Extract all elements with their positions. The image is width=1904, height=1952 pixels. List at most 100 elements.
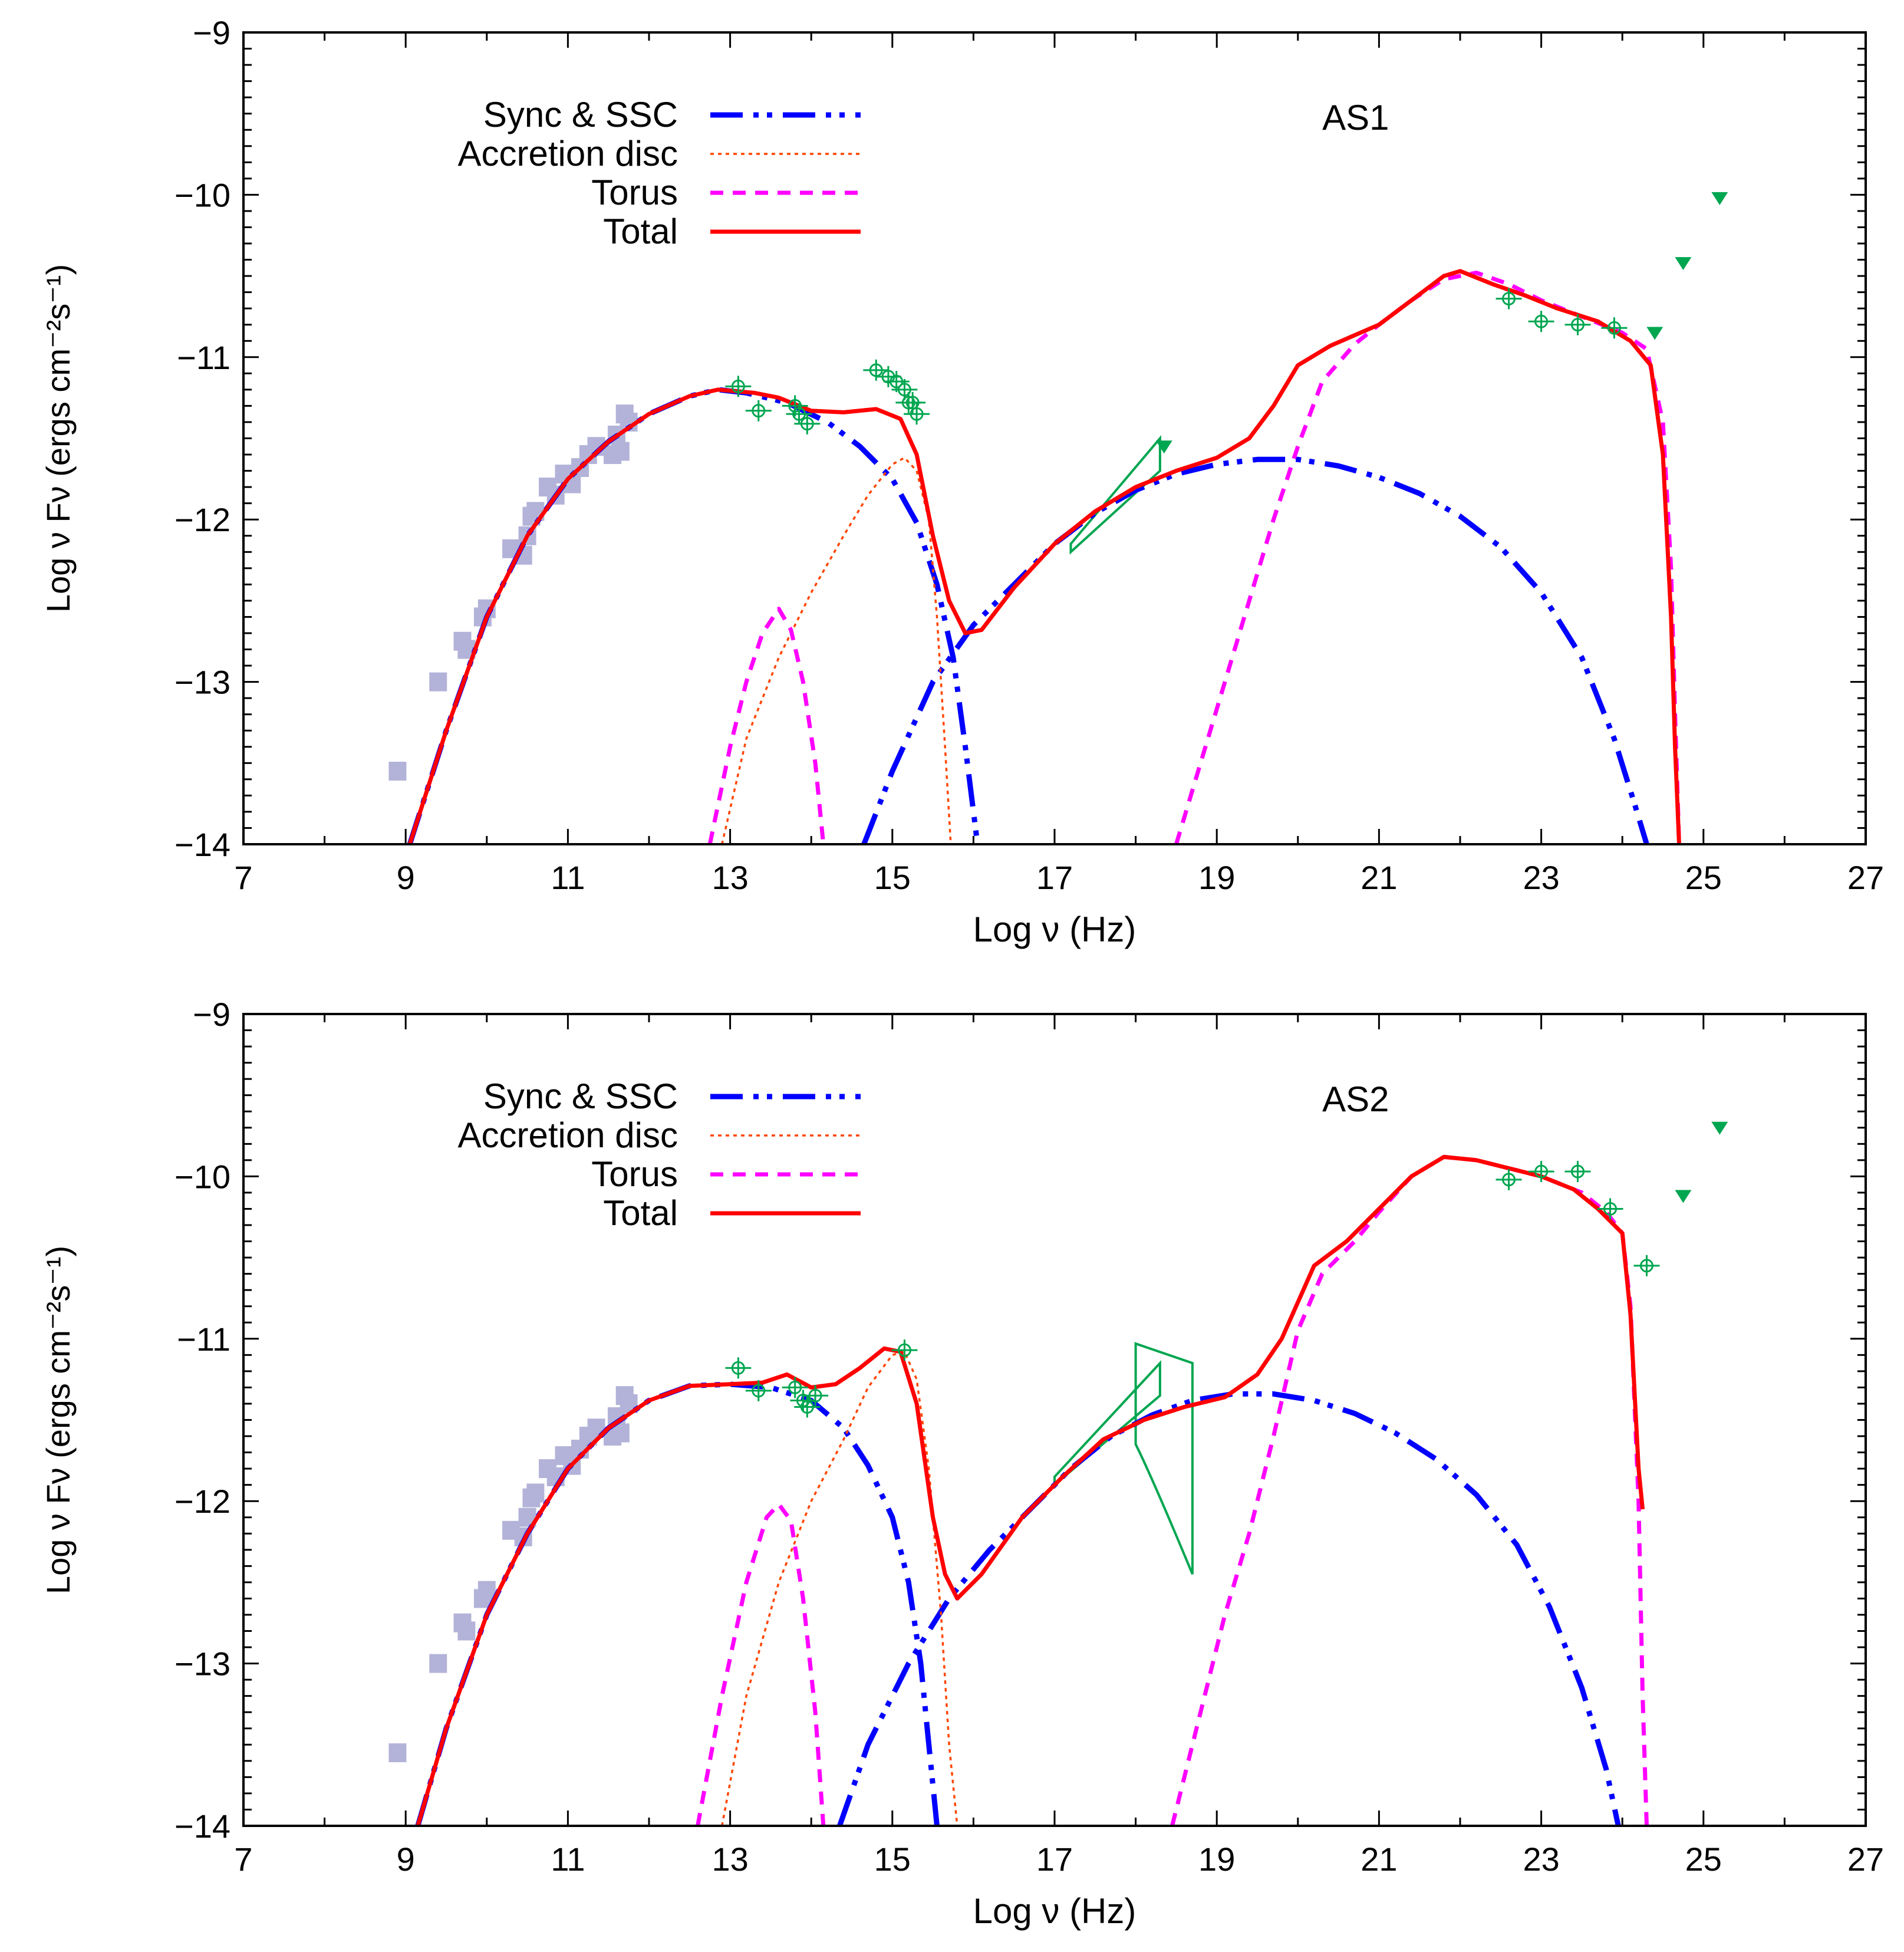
radio-data-point bbox=[615, 1386, 634, 1405]
y-axis-label: Log ν Fν (ergs cm⁻²s⁻¹) bbox=[39, 264, 77, 613]
y-tick-label: −14 bbox=[174, 826, 230, 863]
radio-data-point bbox=[611, 442, 630, 461]
legend-label-torus: Torus bbox=[591, 173, 678, 212]
plot-frame bbox=[242, 1013, 1867, 1827]
upper-limit-marker bbox=[1646, 327, 1663, 340]
data-point bbox=[1639, 1259, 1653, 1273]
data-point bbox=[1571, 318, 1585, 332]
data-point bbox=[752, 1384, 766, 1398]
panel-as2: 7 9 11 13 15 17 19 21 23 25 27 −9 −10 −11 −12 −13 −14 Log… bbox=[39, 996, 1884, 1931]
data-point bbox=[897, 383, 911, 397]
data-point bbox=[910, 407, 924, 421]
x-axis-label: Log ν (Hz) bbox=[973, 910, 1137, 949]
x-tick-label: 21 bbox=[1361, 1841, 1397, 1878]
y-tick-label: −11 bbox=[177, 339, 230, 376]
xray-bowtie-2 bbox=[1134, 1342, 1194, 1575]
series-sync_ic bbox=[837, 1391, 1621, 1826]
radio-data-point bbox=[457, 1621, 476, 1641]
x-tick-label: 15 bbox=[874, 1841, 911, 1878]
data-point bbox=[1607, 321, 1621, 335]
panel-annotation: AS1 bbox=[1322, 98, 1389, 137]
plot-frame bbox=[242, 31, 1867, 845]
radio-data-point bbox=[429, 672, 447, 692]
data-point bbox=[731, 379, 745, 393]
xray-bowtie bbox=[1069, 435, 1161, 555]
panel-annotation: AS2 bbox=[1322, 1079, 1389, 1119]
radio-data-point bbox=[526, 1483, 545, 1503]
data-point bbox=[788, 1380, 802, 1394]
upper-limit-marker bbox=[1675, 257, 1692, 271]
data-point bbox=[1603, 1202, 1618, 1216]
panel-as1: 7 9 11 13 15 17 19 21 23 25 27 −9 −10 −11 −12 −13 −14 Log… bbox=[39, 14, 1884, 949]
x-tick-label: 25 bbox=[1685, 1841, 1722, 1878]
x-tick-label: 23 bbox=[1523, 1841, 1559, 1878]
legend-label-sync: Sync & SSC bbox=[483, 95, 678, 134]
x-tick-label: 23 bbox=[1523, 859, 1559, 896]
y-tick-label: −11 bbox=[177, 1321, 230, 1358]
data-point bbox=[1534, 314, 1549, 328]
x-tick-label: 19 bbox=[1198, 1841, 1235, 1878]
data-point bbox=[901, 396, 915, 410]
series-disc bbox=[721, 1351, 958, 1826]
upper-limit-marker bbox=[1155, 440, 1172, 454]
upper-limit-marker bbox=[1711, 1121, 1728, 1135]
legend-label-torus: Torus bbox=[591, 1154, 678, 1194]
series-sync_ic bbox=[861, 456, 1649, 844]
x-tick-label: 9 bbox=[397, 859, 415, 896]
y-axis-label: Log ν Fν (ergs cm⁻²s⁻¹) bbox=[39, 1246, 77, 1594]
data-point bbox=[788, 399, 802, 413]
x-tick-label: 17 bbox=[1036, 1841, 1073, 1878]
radio-data-point bbox=[388, 1743, 407, 1763]
data-point bbox=[752, 404, 766, 418]
x-tick-label: 13 bbox=[711, 1841, 748, 1878]
data-point bbox=[897, 1343, 911, 1357]
y-tick-label: −12 bbox=[174, 1483, 230, 1520]
y-tick-label: −13 bbox=[174, 1645, 230, 1683]
data-point bbox=[800, 417, 814, 431]
x-tick-label: 25 bbox=[1685, 859, 1722, 896]
y-tick-label: −10 bbox=[174, 176, 230, 213]
y-tick-label: −12 bbox=[174, 501, 230, 538]
y-tick-label: −9 bbox=[193, 996, 230, 1033]
data-point bbox=[731, 1361, 745, 1375]
series-total bbox=[416, 1154, 1645, 1826]
radio-data-point bbox=[615, 404, 634, 424]
x-axis-label: Log ν (Hz) bbox=[973, 1891, 1137, 1931]
radio-data-point bbox=[388, 762, 407, 781]
series-disc bbox=[721, 456, 952, 844]
data-point bbox=[792, 407, 806, 421]
plot-area bbox=[388, 192, 1728, 844]
legend-label-disc: Accretion disc bbox=[458, 134, 678, 173]
legend-label-total: Total bbox=[603, 1193, 678, 1233]
y-tick-label: −10 bbox=[174, 1158, 230, 1195]
x-tick-label: 7 bbox=[234, 859, 252, 896]
x-tick-label: 13 bbox=[711, 859, 748, 896]
series-torus bbox=[707, 607, 826, 844]
plot-area bbox=[388, 1121, 1728, 1826]
x-tick-label: 7 bbox=[234, 1841, 252, 1878]
data-point bbox=[1502, 292, 1516, 306]
upper-limit-marker bbox=[1711, 192, 1728, 205]
x-tick-label: 15 bbox=[874, 859, 911, 896]
legend-label-total: Total bbox=[603, 212, 678, 251]
data-point bbox=[800, 1400, 814, 1414]
series-sync bbox=[415, 1381, 940, 1826]
xray-bowtie bbox=[1053, 1360, 1161, 1487]
y-tick-label: −9 bbox=[193, 14, 230, 51]
series-torus bbox=[696, 1502, 826, 1826]
radio-data-point bbox=[477, 1581, 496, 1600]
upper-limit-marker bbox=[1675, 1190, 1692, 1203]
x-tick-label: 27 bbox=[1847, 859, 1884, 896]
x-tick-label: 27 bbox=[1847, 1841, 1884, 1878]
y-tick-label: −14 bbox=[174, 1808, 230, 1845]
x-tick-label: 21 bbox=[1361, 859, 1397, 896]
x-tick-label: 19 bbox=[1198, 859, 1235, 896]
y-tick-label: −13 bbox=[174, 664, 230, 701]
x-tick-label: 11 bbox=[551, 859, 585, 896]
legend-label-sync: Sync & SSC bbox=[483, 1077, 678, 1116]
data-point bbox=[808, 1388, 822, 1403]
data-point bbox=[1534, 1164, 1549, 1179]
series-torus_ic bbox=[1174, 271, 1681, 844]
legend-label-disc: Accretion disc bbox=[458, 1115, 678, 1155]
